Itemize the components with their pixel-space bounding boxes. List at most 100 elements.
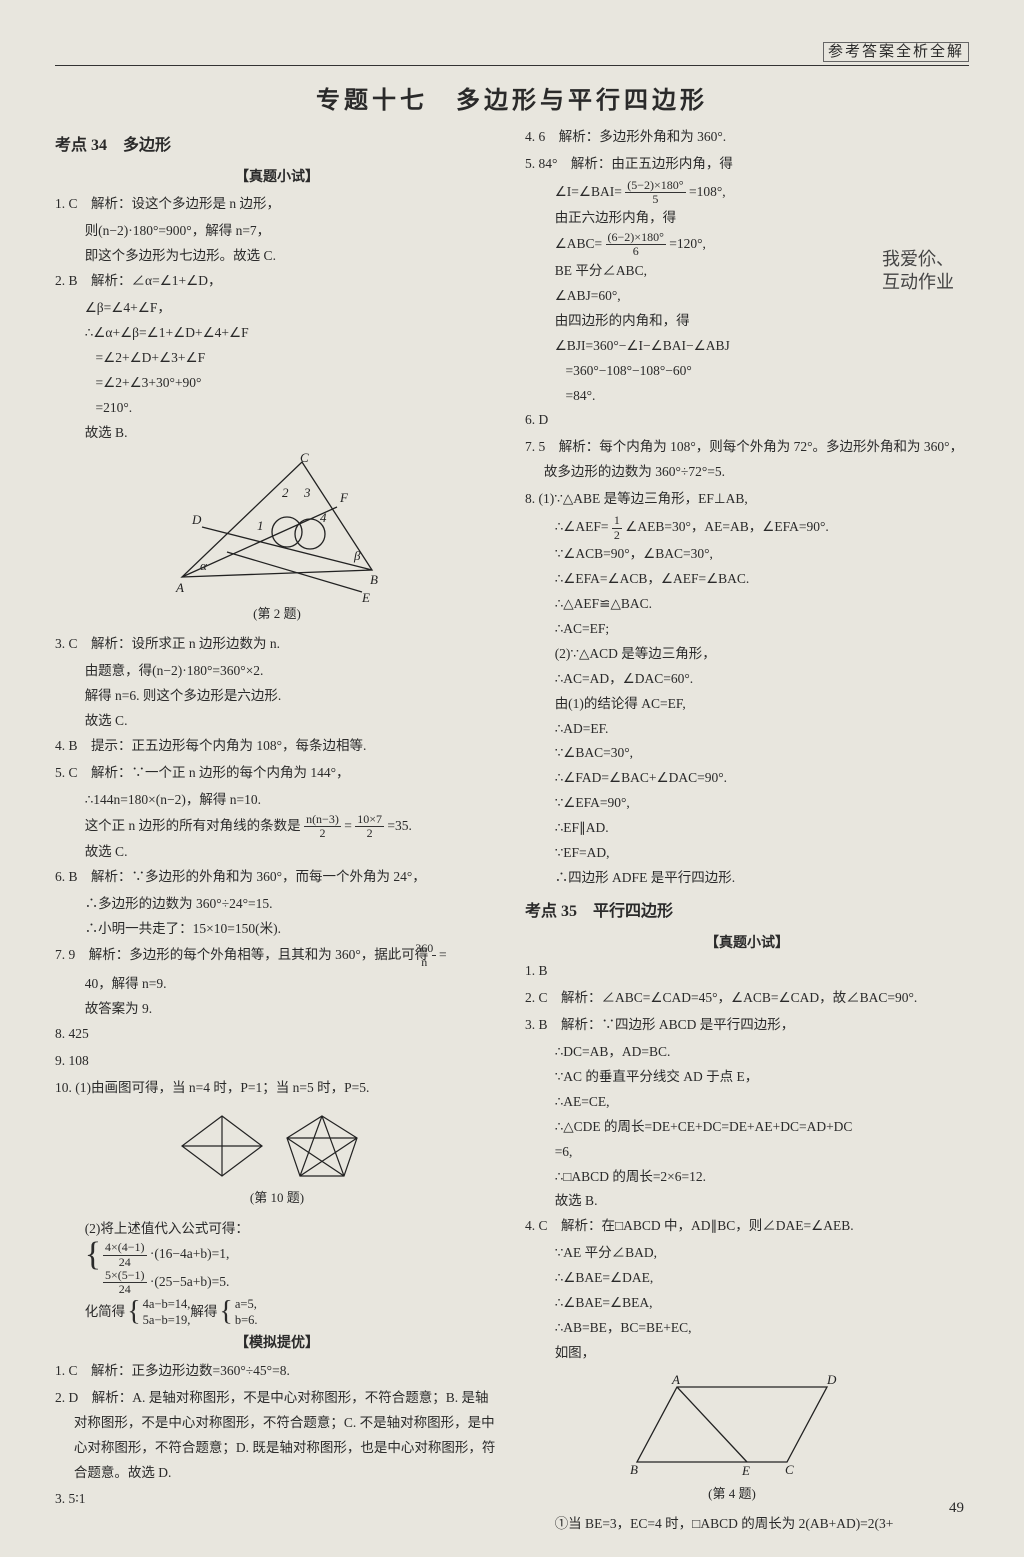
fig4-C: C — [785, 1462, 794, 1477]
q10e: 化简得 { 4a−b=14, 5a−b=19, 解得 { a=5, b=6. — [55, 1296, 499, 1329]
eq-line: 4a−b=14, — [143, 1297, 191, 1311]
eq-text: ·(25−5a+b)=5. — [150, 1274, 229, 1289]
subhead-true-tests-2: 【真题小试】 — [525, 931, 969, 957]
fig4-E: E — [741, 1463, 750, 1478]
r8-line: ∵∠ACB=90°，∠BAC=30°, — [525, 542, 969, 567]
eq-pre: ∠ABC= — [555, 236, 602, 251]
q2-line: =210°. — [55, 396, 499, 421]
fraction: 12 — [612, 514, 622, 541]
fraction: (5−2)×180°5 — [625, 179, 685, 206]
figure-2: A B C D E F α β 1 2 3 4 (第 2 题) — [55, 452, 499, 626]
main-title: 专题十七 多边形与平行四边形 — [55, 80, 969, 115]
q5: 5. C 解析：∵一个正 n 边形的每个内角为 144°， — [55, 761, 499, 786]
brace-icon: { — [127, 1301, 140, 1323]
q6: 6. B 解析：∵多边形的外角和为 360°，而每一个外角为 24°， — [55, 865, 499, 890]
fig2-label-beta: β — [353, 548, 361, 563]
eq-block: 4×(4−1)24 ·(16−4a+b)=1, 5×(5−1)24 ·(25−5… — [103, 1241, 229, 1296]
q5b-pre: 这个正 n 边形的所有对角线的条数是 — [85, 818, 301, 833]
eq-post: ∠AEB=30°，AE=AB，∠EFA=90°. — [625, 519, 828, 534]
fig2-label-D: D — [191, 512, 202, 527]
eq: = — [344, 818, 352, 833]
q5-line: ∴144n=180×(n−2)，解得 n=10. — [55, 788, 499, 813]
r8-line: ∴AC=EF; — [525, 617, 969, 642]
p3-line: ∴DC=AB，AD=BC. — [525, 1040, 969, 1065]
q1-line: 即这个多边形为七边形。故选 C. — [55, 244, 499, 269]
fig2-label-B: B — [370, 572, 378, 587]
q7-post: = — [439, 947, 447, 962]
frac-den: 24 — [103, 1256, 147, 1269]
frac-num: 10×7 — [355, 813, 384, 827]
r8-line: ∴△AEF≌△BAC. — [525, 592, 969, 617]
eq-text: ·(16−4a+b)=1, — [150, 1246, 229, 1261]
m3: 3. 5∶1 — [55, 1487, 499, 1512]
eq-pre: ∠I=∠BAI= — [555, 184, 622, 199]
q5-line: 这个正 n 边形的所有对角线的条数是 n(n−3)2 = 10×72 =35. — [55, 813, 499, 840]
r4: 4. 6 解析：多边形外角和为 360°. — [525, 125, 969, 150]
brace-icon: { — [85, 1241, 101, 1268]
q10b: (2)将上述值代入公式可得： — [55, 1217, 499, 1242]
figure-4: A B C D E (第 4 题) — [525, 1372, 969, 1506]
eq-line: a=5, — [235, 1297, 257, 1311]
fraction: n(n−3)2 — [304, 813, 341, 840]
frac-num: (5−2)×180° — [625, 179, 685, 193]
r8-line: ∴四边形 ADFE 是平行四边形. — [525, 866, 969, 891]
fig4-A: A — [671, 1372, 680, 1387]
r5-line: =84°. — [525, 384, 969, 409]
frac-num: 1 — [612, 514, 622, 528]
p4-line: 如图， — [525, 1341, 969, 1366]
right-column: 4. 6 解析：多边形外角和为 360°. 5. 84° 解析：由正五边形内角，… — [525, 125, 969, 1537]
fig2-caption: (第 2 题) — [55, 602, 499, 626]
q7-line: 40，解得 n=9. — [55, 972, 499, 997]
p4-line: ∴AB=BE，BC=BE+EC, — [525, 1316, 969, 1341]
fig2-label-4: 4 — [320, 510, 327, 525]
q10: 10. (1)由画图可得，当 n=4 时，P=1；当 n=5 时，P=5. — [55, 1076, 499, 1101]
eq-line: b=6. — [235, 1313, 258, 1327]
r8-line: ∵EF=AD, — [525, 841, 969, 866]
subhead-simulation: 【模拟提优】 — [55, 1331, 499, 1357]
fig2-label-A: A — [175, 580, 184, 595]
q2-line: ∠β=∠4+∠F， — [55, 296, 499, 321]
frac-den: 2 — [612, 529, 622, 542]
frac-den: 5 — [625, 193, 685, 206]
frac-num: 4×(4−1) — [103, 1241, 147, 1255]
r8-line: ∵∠EFA=90°, — [525, 791, 969, 816]
r6: 6. D — [525, 408, 969, 433]
frac-den: 2 — [355, 827, 384, 840]
r5: 5. 84° 解析：由正五边形内角，得 — [525, 152, 969, 177]
r5-line: =360°−108°−108°−60° — [525, 359, 969, 384]
handwriting-annotation: 我爱伱、 互动作业 — [882, 248, 954, 295]
section-34-title: 考点 34 多边形 — [55, 131, 499, 161]
r5a: ∠I=∠BAI= (5−2)×180°5 =108°, — [525, 179, 969, 206]
section-35-title: 考点 35 平行四边形 — [525, 897, 969, 927]
frac-den: 6 — [606, 245, 666, 258]
p2: 2. C 解析：∠ABC=∠CAD=45°，∠ACB=∠CAD，故∠BAC=90… — [525, 986, 969, 1011]
eq-pre: ∴∠AEF= — [555, 519, 609, 534]
r8-line: ∴EF∥AD. — [525, 816, 969, 841]
subhead-true-tests: 【真题小试】 — [55, 165, 499, 191]
p3: 3. B 解析：∵四边形 ABCD 是平行四边形， — [525, 1013, 969, 1038]
q3-line: 由题意，得(n−2)·180°=360°×2. — [55, 659, 499, 684]
r8: 8. (1)∵△ABE 是等边三角形，EF⊥AB, — [525, 487, 969, 512]
handwriting-line2: 互动作业 — [882, 271, 954, 294]
fig2-label-C: C — [300, 452, 309, 465]
fig2-label-E: E — [361, 590, 370, 602]
r8-line: 由(1)的结论得 AC=EF, — [525, 692, 969, 717]
p3-line: ∴AE=CE, — [525, 1090, 969, 1115]
p1: 1. B — [525, 959, 969, 984]
fraction: 10×72 — [355, 813, 384, 840]
frac-den: 24 — [103, 1283, 147, 1296]
frac-num: (6−2)×180° — [606, 231, 666, 245]
fig2-label-alpha: α — [200, 558, 208, 573]
r8-line: ∴AD=EF. — [525, 717, 969, 742]
fig4-D: D — [826, 1372, 837, 1387]
r8-line: (2)∵△ACD 是等边三角形， — [525, 642, 969, 667]
p4-line: ∴∠BAE=∠BEA, — [525, 1291, 969, 1316]
q3: 3. C 解析：设所求正 n 边形边数为 n. — [55, 632, 499, 657]
r8-line: ∴∠EFA=∠ACB，∠AEF=∠BAC. — [525, 567, 969, 592]
p4: 4. C 解析：在□ABCD 中，AD∥BC，则∠DAE=∠AEB. — [525, 1214, 969, 1239]
figure-10: (第 10 题) — [55, 1106, 499, 1210]
fraction: (6−2)×180°6 — [606, 231, 666, 258]
frac-num: 5×(5−1) — [103, 1269, 147, 1283]
eq-block: a=5, b=6. — [235, 1296, 258, 1329]
q5b-post: =35. — [387, 818, 412, 833]
